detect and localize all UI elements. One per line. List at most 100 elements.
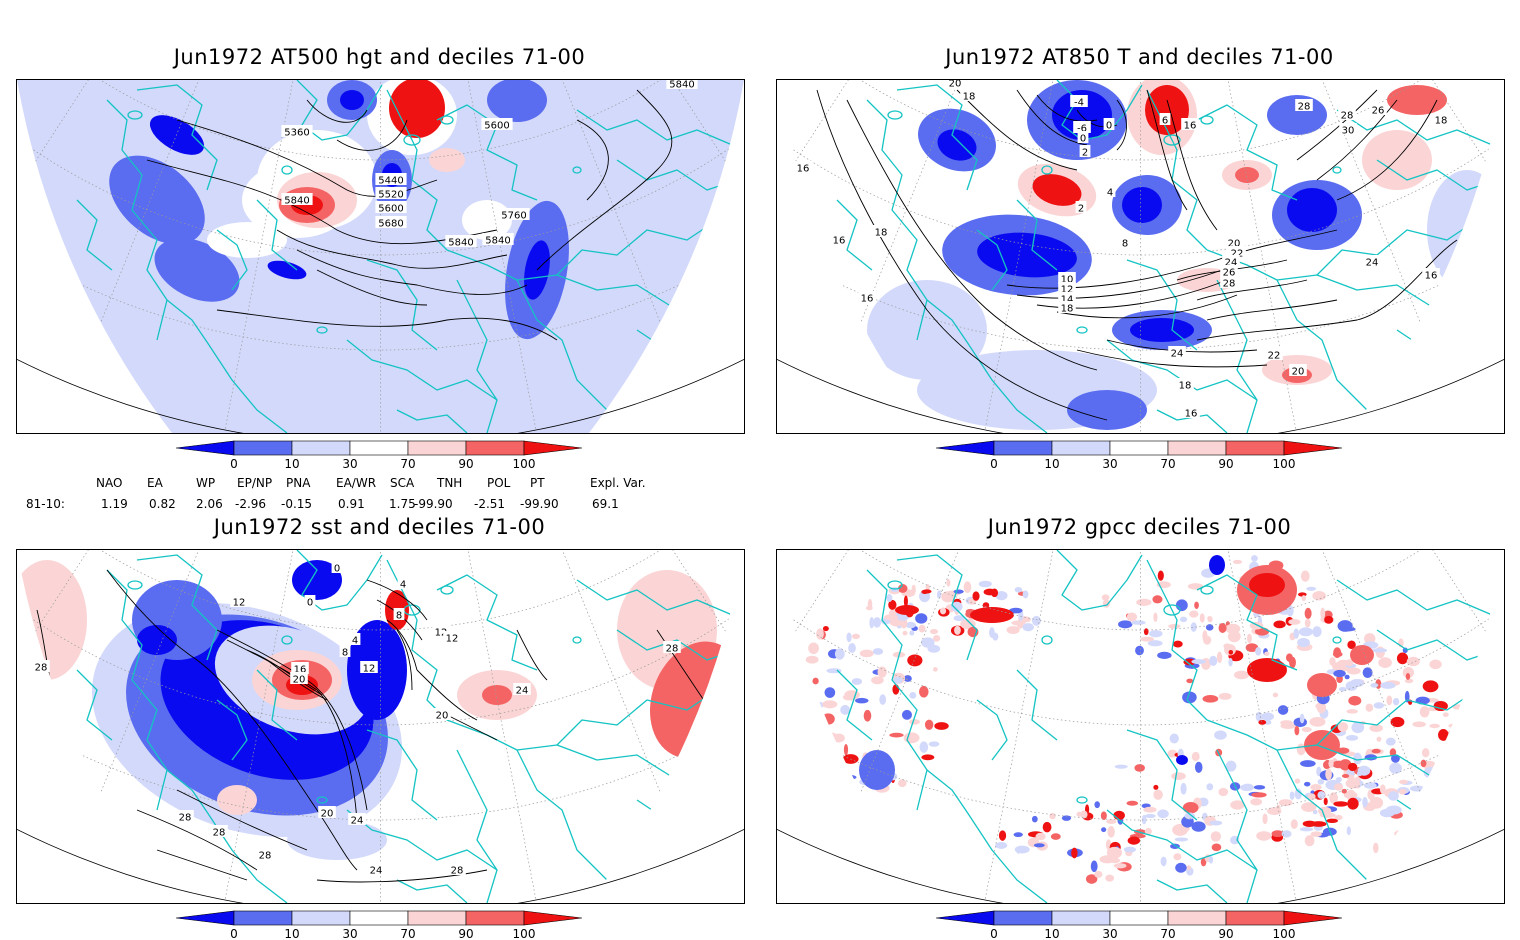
index-header: TNH bbox=[437, 476, 463, 490]
contour-label: 28 bbox=[179, 813, 192, 824]
colorbar-tick-label: 90 bbox=[1218, 927, 1233, 940]
colorbar-arrow-right bbox=[523, 440, 583, 456]
decile-patch bbox=[149, 115, 205, 155]
decile-patch bbox=[895, 605, 919, 615]
colorbar-sst: 0 10 30 70 90 100 bbox=[175, 910, 583, 940]
contour-label-bg bbox=[32, 660, 50, 672]
contour-label-bg bbox=[291, 662, 309, 674]
disk-mask-right bbox=[589, 80, 744, 433]
index-value: 1.19 bbox=[101, 497, 128, 511]
contour-label-bg bbox=[481, 118, 513, 130]
contour-label: 22 bbox=[1268, 351, 1281, 362]
contour-label-bg bbox=[513, 683, 531, 695]
colorbar-arrow-right bbox=[523, 910, 583, 926]
contour-label-bg bbox=[1432, 113, 1450, 125]
contour-label: 24 bbox=[370, 866, 383, 877]
contour-label: 16 bbox=[1184, 121, 1197, 132]
index-value: 0.82 bbox=[149, 497, 176, 511]
index-value: 1.75 bbox=[389, 497, 416, 511]
colorbar-segment bbox=[407, 440, 467, 456]
contour-label: 28 bbox=[259, 851, 272, 862]
contour-label-bg bbox=[1289, 364, 1307, 376]
index-value: -0.15 bbox=[281, 497, 313, 511]
decile-patch bbox=[1032, 174, 1082, 206]
contour-label: 28 bbox=[213, 828, 226, 839]
contour-label-bg bbox=[367, 863, 385, 875]
contour-label: 12 bbox=[446, 634, 459, 645]
index-header: SCA bbox=[390, 476, 415, 490]
decile-patch bbox=[137, 625, 177, 655]
decile-patch bbox=[937, 129, 977, 161]
colorbar-segment bbox=[1167, 440, 1227, 456]
panel-title-sst: Jun1972 sst and deciles 71-00 bbox=[213, 515, 546, 539]
decile-patch bbox=[1362, 130, 1432, 190]
colorbar-tick-label: 100 bbox=[1273, 927, 1296, 940]
colorbar-tick-label: 0 bbox=[230, 927, 238, 940]
map-panel-t850: 20 18 16 16 16 18 -4 -6 0 2 0 2 4 6 16 28 26 28 30 18 8 10 12 1… bbox=[776, 79, 1505, 434]
contour-label: 8 bbox=[342, 648, 348, 659]
contour-label-bg bbox=[448, 863, 466, 875]
disk-mask-left bbox=[17, 80, 172, 433]
index-value: 69.1 bbox=[592, 497, 619, 511]
contour-label: 5840 bbox=[669, 80, 694, 91]
contour-label: 20 bbox=[321, 809, 334, 820]
contour-label-bg bbox=[433, 708, 451, 720]
colorbar-t850: 0 10 30 70 90 100 bbox=[935, 440, 1343, 471]
contour-label-bg bbox=[498, 208, 530, 220]
panel-title-t850: Jun1972 AT850 T and deciles 71-00 bbox=[945, 45, 1334, 69]
contour-label-bg bbox=[1119, 236, 1131, 248]
contour-label-bg bbox=[1369, 103, 1387, 115]
index-header: Expl. Var. bbox=[590, 476, 646, 490]
contour-label-bg bbox=[1079, 145, 1091, 157]
contour-label-bg bbox=[1077, 131, 1089, 143]
colorbar-arrow-left bbox=[175, 440, 235, 456]
decile-patch bbox=[207, 222, 287, 258]
contour-label: 6 bbox=[1162, 116, 1168, 127]
contour-label-bg bbox=[210, 825, 228, 837]
decile-patch bbox=[287, 820, 387, 860]
decile-patch bbox=[1122, 187, 1162, 223]
index-header: EA/WR bbox=[336, 476, 377, 490]
index-header: EP/NP bbox=[237, 476, 273, 490]
decile-patch bbox=[154, 238, 240, 302]
contour-label: 5680 bbox=[378, 219, 403, 230]
contour-label: 5600 bbox=[378, 204, 403, 215]
panel-title-hgt: Jun1972 AT500 hgt and deciles 71-00 bbox=[173, 45, 586, 69]
colorbar-tick-label: 90 bbox=[458, 927, 473, 940]
contour-label-bg bbox=[1075, 201, 1087, 213]
contour-label: 18 bbox=[1435, 116, 1448, 127]
map-panel-sst: 28 12 0 0 4 8 12 12 16 20 12 8 4 24 20 20 24 28 28 28 28 24 28 bbox=[16, 549, 745, 904]
map-hgt: 5840 5840 5360 5600 5440 5520 5600 5680 5840 5760… bbox=[17, 80, 744, 433]
index-header: PNA bbox=[286, 476, 311, 490]
colorbar-gpcc: 0 10 30 70 90 100 bbox=[935, 910, 1343, 940]
contour-label-bg bbox=[1222, 255, 1240, 267]
decile-patch bbox=[1249, 573, 1285, 597]
coastlines bbox=[836, 550, 1504, 903]
contour-label: 0 bbox=[1080, 134, 1086, 145]
decile-patch bbox=[217, 785, 257, 815]
contour-label-bg bbox=[830, 233, 848, 245]
contour-label: 24 bbox=[1171, 349, 1184, 360]
index-value: -99.90 bbox=[414, 497, 453, 511]
contour-label-bg bbox=[1176, 378, 1194, 390]
decile-patch bbox=[1247, 658, 1287, 682]
contour-label-bg bbox=[290, 672, 308, 684]
contour-label: 20 bbox=[1228, 239, 1241, 250]
contour-label: 5840 bbox=[448, 238, 473, 249]
contour-label: 4 bbox=[1107, 188, 1113, 199]
colorbar-tick-label: 10 bbox=[1044, 457, 1059, 471]
index-value: -2.51 bbox=[474, 497, 506, 511]
contour-label-bg bbox=[256, 848, 274, 860]
contour-label: 16 bbox=[1425, 271, 1438, 282]
disk-mask-left bbox=[777, 550, 932, 903]
contour-label-bg bbox=[1295, 99, 1313, 111]
contour-label-bg bbox=[176, 810, 194, 822]
index-table: NAO EA WP EP/NP PNA EA/WR SCA TNH POL PT… bbox=[0, 474, 700, 514]
colorbar-segment bbox=[407, 910, 467, 926]
disk-mask-left bbox=[17, 550, 172, 903]
contour-label-bg bbox=[375, 216, 407, 228]
contour-label-bg bbox=[1182, 406, 1200, 418]
contour-label: 10 bbox=[1061, 275, 1074, 286]
colorbar-segment bbox=[1109, 910, 1169, 926]
contour-label: 20 bbox=[293, 675, 306, 686]
